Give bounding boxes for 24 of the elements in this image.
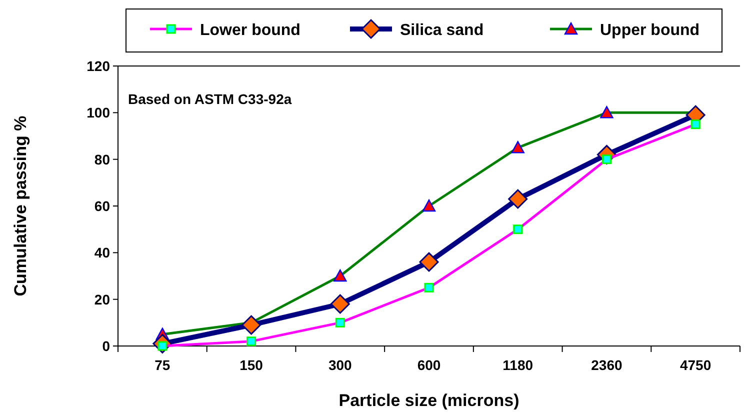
- point: [330, 294, 350, 314]
- point: [419, 252, 439, 272]
- y-tick-label: 100: [86, 104, 110, 121]
- legend-label: Silica sand: [400, 22, 484, 39]
- y-axis-title: Cumulative passing %: [11, 116, 30, 296]
- x-tick-label: 300: [328, 357, 352, 373]
- y-tick-label: 40: [94, 244, 110, 261]
- x-tick-label: 75: [154, 357, 170, 373]
- x-tick-label: 600: [417, 357, 441, 373]
- point: [508, 189, 528, 209]
- legend-label: Upper bound: [600, 22, 700, 39]
- y-tick-label: 80: [94, 151, 110, 168]
- y-tick-label: 0: [102, 338, 110, 354]
- point: [242, 315, 262, 335]
- y-tick-label: 120: [86, 58, 110, 74]
- x-tick-label: 150: [240, 357, 264, 373]
- y-tick-label: 20: [94, 291, 110, 308]
- x-tick-label: 4750: [680, 357, 712, 373]
- annotation: Based on ASTM C33-92a: [128, 91, 292, 107]
- y-tick-label: 60: [94, 198, 110, 214]
- x-tick-label: 2360: [591, 357, 622, 373]
- x-tick-label: 1180: [502, 357, 534, 373]
- legend-label: Lower bound: [200, 22, 300, 39]
- x-axis-title: Particle size (microns): [338, 391, 520, 410]
